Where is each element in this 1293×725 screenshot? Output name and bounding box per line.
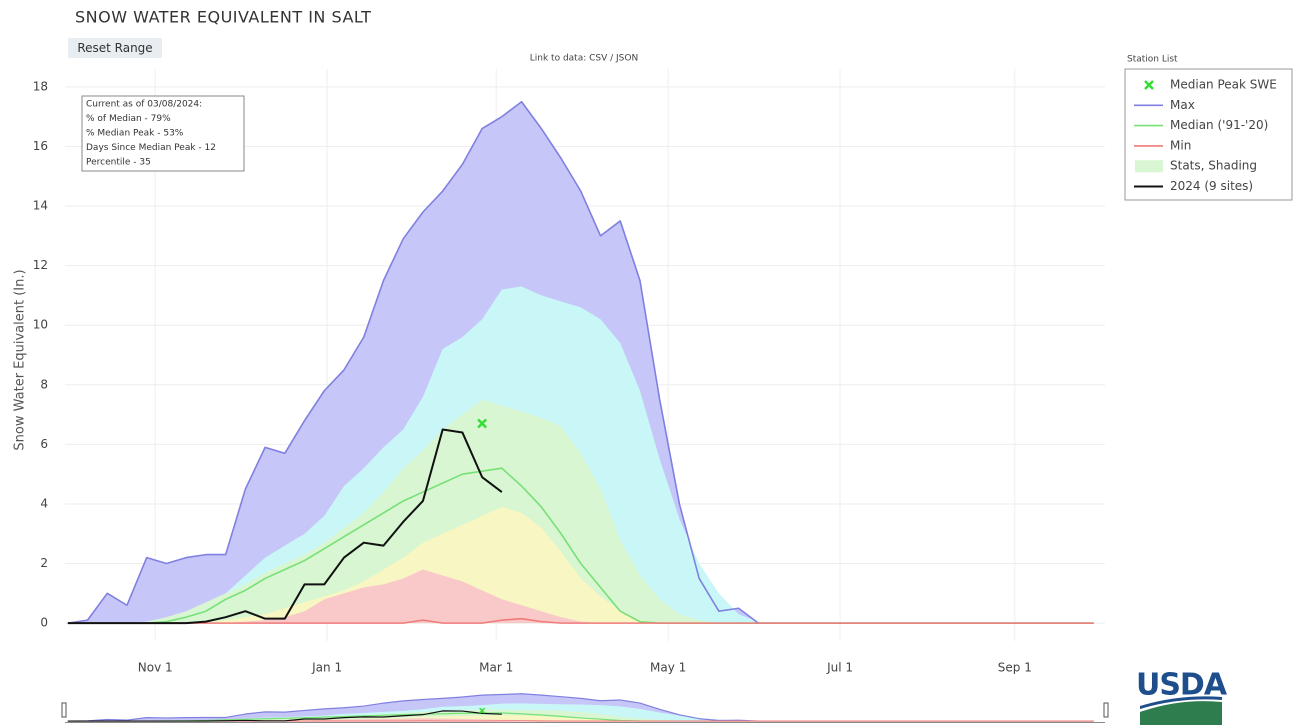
reset-button[interactable] — [68, 38, 162, 58]
annotation-line: % Median Peak - 53% — [86, 129, 184, 139]
y-tick-label: 16 — [33, 139, 48, 153]
reset-button-label[interactable]: Reset Range — [77, 41, 152, 55]
y-tick-label: 8 — [40, 377, 48, 391]
y-axis-label: Snow Water Equivalent (In.) — [13, 269, 28, 450]
slider-handle[interactable] — [1103, 702, 1109, 718]
y-tick-label: 10 — [33, 318, 48, 332]
y-tick-label: 4 — [40, 496, 48, 510]
annotation-line: Percentile - 35 — [86, 158, 151, 168]
y-tick-label: 12 — [33, 258, 48, 272]
legend: Median Peak SWE Max Median ('91-'20) Min Sta… — [1134, 78, 1277, 193]
annotation-line: Current as of 03/08/2024: — [86, 100, 202, 110]
slider-handle[interactable] — [61, 702, 67, 718]
annotation-box — [81, 95, 245, 172]
shading-band — [67, 718, 1094, 722]
x-tick-label: Mar 1 — [479, 661, 513, 675]
legend-label[interactable]: Median Peak SWE — [1170, 78, 1277, 92]
x-tick-label: Sep 1 — [998, 661, 1032, 675]
median-peak-marker — [479, 707, 486, 714]
data-link[interactable]: Link to data: CSV / JSON — [530, 54, 638, 64]
x-tick-label: Jul 1 — [826, 661, 853, 675]
y-tick-label: 14 — [33, 199, 48, 213]
chart-title: SNOW WATER EQUIVALENT IN SALT — [75, 8, 371, 27]
series-line — [67, 617, 1094, 624]
y-tick-label: 2 — [40, 556, 48, 570]
logo-swoosh — [1140, 701, 1222, 725]
x-tick-label: May 1 — [650, 661, 686, 675]
shading-band — [67, 506, 1094, 624]
annotation-line: % of Median - 79% — [86, 114, 171, 124]
legend-title: Station List — [1127, 55, 1178, 65]
y-tick-label: 0 — [40, 616, 48, 630]
series-line — [67, 428, 503, 625]
legend-label[interactable]: 2024 (9 sites) — [1170, 179, 1253, 193]
legend-label[interactable]: Max — [1170, 98, 1195, 112]
legend-symbol — [1135, 160, 1163, 173]
shading-band — [67, 709, 1094, 722]
plot-area: 0 2 4 6 8 10 12 14 16 18 Nov 1 Jan 1 Mar 1 May 1 Jul 1… — [33, 69, 1105, 675]
legend-label[interactable]: Stats, Shading — [1170, 159, 1257, 173]
legend-label[interactable]: Median ('91-'20) — [1170, 118, 1268, 132]
shading-band — [67, 569, 1094, 624]
annotation-line: Days Since Median Peak - 12 — [86, 143, 216, 153]
shading-band — [67, 714, 1094, 722]
legend-label[interactable]: Min — [1170, 138, 1191, 152]
y-tick-label: 18 — [33, 79, 48, 93]
y-tick-label: 6 — [40, 437, 48, 451]
x-tick-label: Nov 1 — [138, 661, 173, 675]
median-peak-marker — [477, 418, 488, 429]
series-line — [67, 710, 502, 722]
range-slider — [61, 693, 1109, 723]
shading-band — [67, 399, 1094, 624]
legend-box — [1124, 68, 1293, 201]
logo-stripe — [1140, 696, 1222, 709]
x-tick-label: Jan 1 — [311, 661, 342, 675]
legend-symbol — [1144, 80, 1154, 90]
